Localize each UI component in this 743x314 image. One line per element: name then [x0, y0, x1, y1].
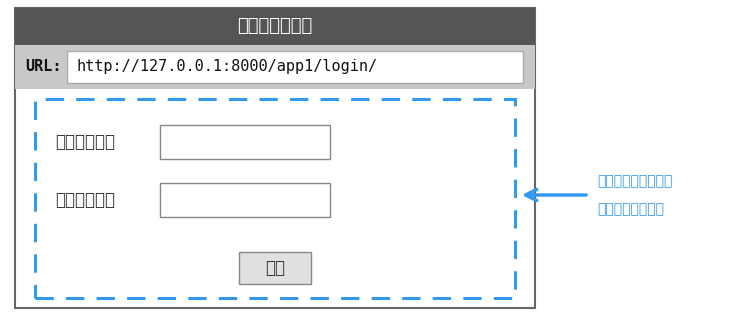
Bar: [239, 252, 311, 284]
Text: URL:: URL:: [25, 59, 62, 74]
Bar: [15, 8, 535, 308]
Text: 表示されるページで: 表示されるページで: [597, 174, 672, 188]
Bar: [67, 51, 523, 83]
Text: パスワード：: パスワード：: [55, 191, 115, 209]
Text: ユーザー名：: ユーザー名：: [55, 133, 115, 151]
Text: http://127.0.0.1:8000/app1/login/: http://127.0.0.1:8000/app1/login/: [77, 59, 378, 74]
Text: ウェブブラウザ: ウェブブラウザ: [237, 18, 313, 35]
Bar: [160, 125, 330, 159]
Bar: [15, 8, 535, 45]
Text: レスポンスを確認: レスポンスを確認: [597, 202, 664, 216]
Bar: [15, 45, 535, 89]
Bar: [160, 183, 330, 217]
Bar: [35, 99, 515, 298]
Text: 送信: 送信: [265, 259, 285, 277]
